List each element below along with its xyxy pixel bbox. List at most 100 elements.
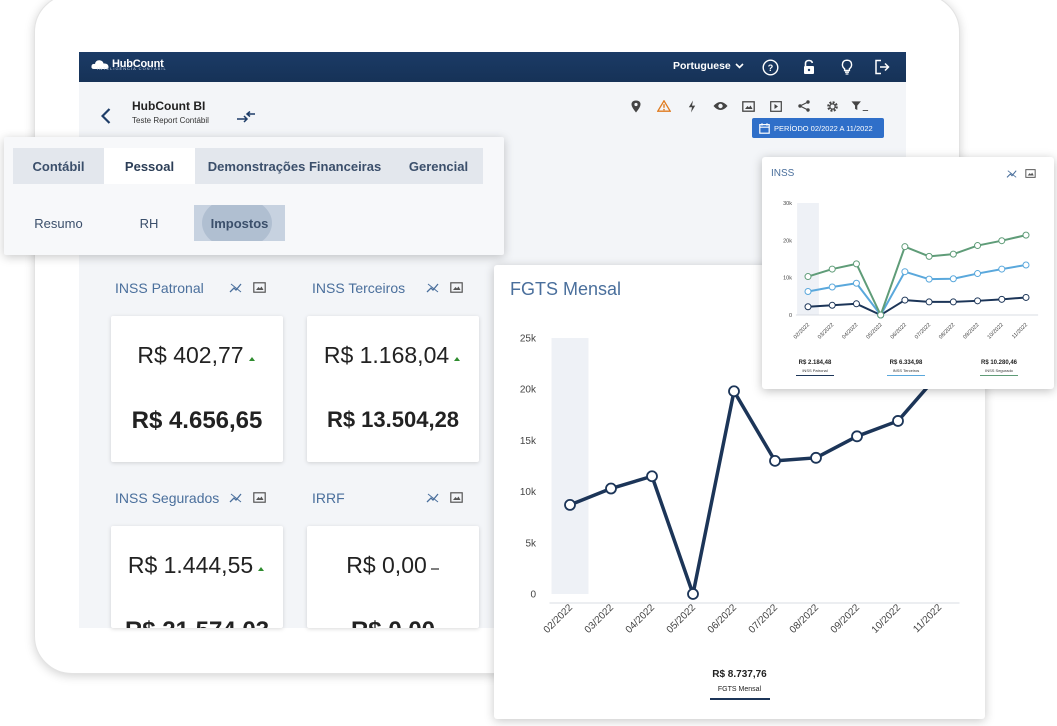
fgts-line-chart: 0 5k 10k 15k 20k 25k 02/2022 03/2022 04/2022 05/2… [520,334,960,636]
data-point [925,275,933,283]
logout-icon[interactable] [873,58,891,76]
share-icon[interactable] [795,98,813,114]
data-point [1022,231,1030,239]
pin-visual-icon[interactable] [426,492,440,504]
language-select[interactable]: Portuguese [673,60,744,72]
kpi-card-irrf: R$ 0,00 R$ 0,00 [307,526,479,628]
inss-legend-underline [980,375,1018,376]
frame-icon[interactable] [450,282,463,293]
frame-icon[interactable] [253,492,266,503]
filter-icon[interactable] [851,98,869,114]
series-line [807,234,1027,316]
frame-icon[interactable] [1025,169,1036,178]
x-tick-label: 06/2022 [706,602,740,636]
main-tabs: Contábil Pessoal Demonstrações Financeir… [13,148,483,184]
lightbulb-icon[interactable] [838,58,856,76]
kpi-label-irrf: IRRF [312,490,345,506]
x-tick-label: 08/2022 [938,322,956,340]
x-tick-label: 11/2022 [911,602,944,635]
series-line [569,372,941,596]
inss-legend-value: R$ 2.184,48 [798,360,832,366]
tab-gerencial[interactable]: Gerencial [394,148,483,184]
kpi-label-inss-terceiros: INSS Terceiros [312,280,406,296]
logo-subtitle: INTELIGÊNCIA CONTÁBIL [97,66,167,71]
data-point [1022,261,1030,269]
help-icon[interactable]: ? [761,58,779,76]
tab-demonstracoes-financeiras[interactable]: Demonstrações Financeiras [195,148,394,184]
kpi-value: R$ 1.168,04 [307,342,479,369]
data-point [852,260,860,268]
x-tick-label: 03/2022 [583,602,617,636]
x-tick-label: 04/2022 [841,322,859,340]
data-point [769,454,781,467]
pin-visual-icon[interactable] [229,492,243,504]
logo: HubCount [91,58,164,70]
tab-navigation: Contábil Pessoal Demonstrações Financeir… [4,137,504,255]
tab-contabil[interactable]: Contábil [13,148,104,184]
kpi-card-inss-patronal: R$ 402,77 R$ 4.656,65 [111,316,283,462]
location-pin-icon[interactable] [627,98,645,114]
x-tick-label: 10/2022 [870,602,904,636]
data-point [804,273,812,281]
data-point [687,588,699,600]
data-point [852,300,860,308]
fgts-legend-label: FGTS Mensal [717,686,762,693]
trend-up-icon [454,357,461,361]
trend-up-icon [248,357,255,361]
kpi-actions [426,282,463,294]
subtab-rh[interactable]: RH [139,215,159,231]
trend-flat-icon [430,568,439,570]
fgts-total-value: R$ 8.737,76 [712,669,767,680]
report-title: HubCount BI [132,99,206,113]
kpi-card-inss-segurados: R$ 1.444,55 R$ 21.574,03 [111,526,283,628]
x-tick-label: 07/2022 [914,322,932,340]
inss-legend-terceiros: R$ 6.334,98 INSS Terceiros [871,360,941,376]
inss-legend-underline [887,375,925,376]
data-point [828,301,836,309]
x-tick-label: 02/2022 [542,602,576,636]
frame-icon[interactable] [450,492,463,503]
subtab-impostos[interactable]: Impostos [194,205,285,241]
kpi-value: R$ 1.444,55 [111,552,283,579]
data-point [901,268,909,276]
y-tick-label: 20k [783,238,792,244]
bolt-icon[interactable] [683,98,701,114]
kpi-label-inss-segurados: INSS Segurados [115,490,220,506]
kpi-total: R$ 21.574,03 [111,617,283,628]
warning-icon[interactable] [655,98,673,114]
frame-icon[interactable] [253,282,266,293]
kpi-label-inss-patronal: INSS Patronal [115,280,204,296]
inss-chart-card: INSS 0 10k 20k 30k 02/2022 03/2022 04/2022 05/2… [762,157,1054,389]
data-point [810,451,822,464]
x-tick-label: 02/2022 [793,322,811,340]
kpi-card-inss-terceiros: R$ 1.168,04 R$ 13.504,28 [307,316,479,462]
data-point [564,499,576,511]
highlight-band [797,203,819,315]
eye-icon[interactable] [711,98,729,114]
highlight-band [551,338,589,594]
pin-visual-icon[interactable] [229,282,243,294]
data-point [852,279,860,287]
pin-visual-icon[interactable] [426,282,440,294]
tab-pessoal[interactable]: Pessoal [104,148,195,184]
data-point [901,243,909,251]
subtab-resumo[interactable]: Resumo [34,215,83,231]
pin-visual-icon[interactable] [1006,169,1018,179]
y-tick-label: 0 [789,313,792,319]
back-button[interactable] [100,108,111,129]
play-icon[interactable] [767,98,785,114]
kpi-total: R$ 4.656,65 [131,407,263,434]
unlock-icon[interactable] [800,58,818,76]
data-point [998,265,1006,273]
subtab-impostos-label: Impostos [210,215,269,231]
data-point [804,287,812,295]
y-tick-label: 20k [520,385,537,396]
inss-legend-name: INSS Patronal [802,368,828,373]
gear-icon[interactable] [823,98,841,114]
inss-line-chart: 0 10k 20k 30k 02/2022 03/2022 04/2022 05/2022 06… [783,201,1039,340]
data-point [974,270,982,278]
frame-icon[interactable] [739,98,757,114]
period-button[interactable]: PERÍODO 02/2022 A 11/2022 [752,118,884,138]
swap-report-button[interactable] [236,110,256,128]
